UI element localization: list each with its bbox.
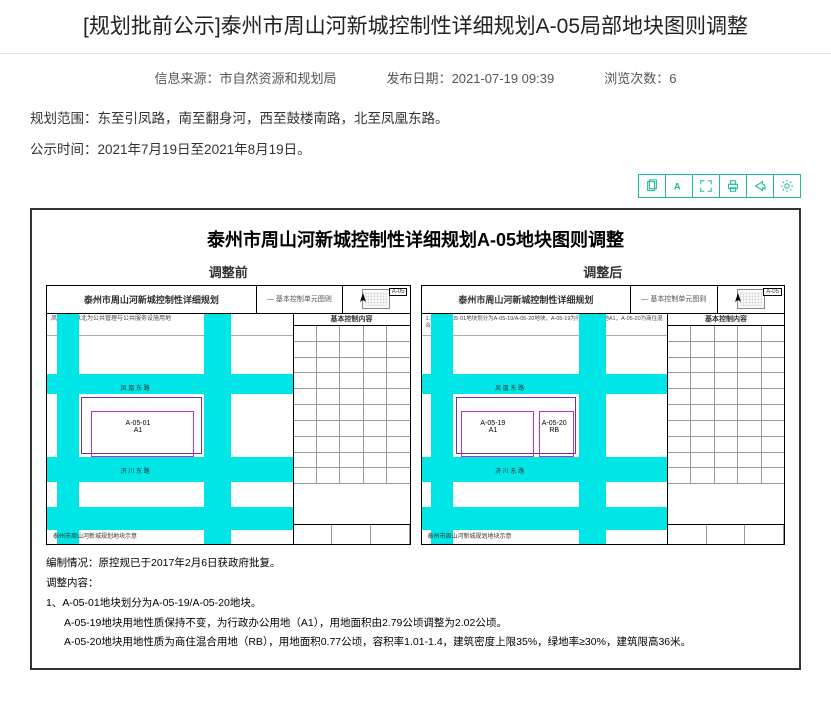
north-arrow-icon bbox=[357, 292, 369, 304]
scope-paragraph: 规划范围：东至引凤路，南至翻身河，西至鼓楼南路，北至凤凰东路。 bbox=[30, 107, 801, 131]
meta-bar: 信息来源：市自然资源和规划局 发布日期：2021-07-19 09:39 浏览次… bbox=[0, 54, 831, 101]
expand-icon bbox=[699, 179, 713, 193]
table-grid bbox=[294, 326, 410, 524]
text-size-icon: A bbox=[672, 179, 686, 193]
table-footer bbox=[294, 524, 410, 544]
note-line-5: A-05-20地块用地性质为商住混合用地（RB），用地面积0.77公顷，容积率1… bbox=[46, 634, 785, 652]
map-area: 1.规划原A-05-01地块划分为A-05-19/A-05-20地块，A-05-… bbox=[422, 314, 669, 544]
toolbar: A bbox=[0, 168, 831, 208]
before-label: 调整前 bbox=[46, 262, 411, 281]
note-line-2: 调整内容： bbox=[46, 575, 785, 593]
scale-bar: 泰州市周山河新城规划地块示意 bbox=[53, 531, 137, 540]
figure-title: 泰州市周山河新城控制性详细规划A-05地块图则调整 bbox=[46, 220, 785, 262]
plan-body: 1.规划原A-05-01地块划分为A-05-19/A-05-20地块，A-05-… bbox=[422, 314, 785, 544]
road-north bbox=[47, 374, 293, 395]
copy-button[interactable] bbox=[638, 174, 666, 198]
content-body: 规划范围：东至引凤路，南至翻身河，西至鼓楼南路，北至凤凰东路。 公示时间：202… bbox=[0, 107, 831, 162]
note-line-4: A-05-19地块用地性质保持不变，为行政办公用地（A1），用地面积由2.79公… bbox=[46, 615, 785, 633]
river-south bbox=[422, 507, 668, 530]
plan-body: 凤凰东路以北为公共管理与公共服务设施用地 A-05-01A1 凤 凰 bbox=[47, 314, 410, 544]
settings-button[interactable] bbox=[773, 174, 801, 198]
before-column: 调整前 泰州市周山河新城控制性详细规划 — 基本控制单元图则 A-05 凤 bbox=[46, 262, 411, 545]
after-label: 调整后 bbox=[421, 262, 786, 281]
road-name-2: 济 川 东 路 bbox=[495, 466, 524, 475]
page-title: [规划批前公示]泰州市周山河新城控制性详细规划A-05局部地块图则调整 bbox=[20, 12, 811, 41]
road-north bbox=[422, 374, 668, 395]
comparison-row: 调整前 泰州市周山河新城控制性详细规划 — 基本控制单元图则 A-05 凤 bbox=[46, 262, 785, 545]
planning-figure: 泰州市周山河新城控制性详细规划A-05地块图则调整 调整前 泰州市周山河新城控制… bbox=[30, 208, 801, 670]
north-arrow-icon bbox=[732, 292, 744, 304]
control-table: 基本控制内容 bbox=[668, 314, 784, 544]
roads-layer: A-05-01A1 凤 凰 东 路 济 川 东 路 bbox=[47, 314, 293, 544]
copy-icon bbox=[645, 179, 659, 193]
plan-header-minimap: A-05 bbox=[718, 286, 784, 313]
scale-bar: 泰州市周山河新城规划地块示意 bbox=[428, 531, 512, 540]
period-paragraph: 公示时间：2021年7月19日至2021年8月19日。 bbox=[30, 138, 801, 162]
plan-header-title: 泰州市周山河新城控制性详细规划 bbox=[422, 286, 632, 313]
road-mid bbox=[47, 457, 293, 482]
map-area: 凤凰东路以北为公共管理与公共服务设施用地 A-05-01A1 凤 凰 bbox=[47, 314, 294, 544]
table-grid bbox=[668, 326, 784, 524]
figure-container: 泰州市周山河新城控制性详细规划A-05地块图则调整 调整前 泰州市周山河新城控制… bbox=[0, 208, 831, 690]
road-name-2: 济 川 东 路 bbox=[121, 466, 150, 475]
road-west bbox=[431, 314, 453, 544]
settings-icon bbox=[780, 179, 794, 193]
text-size-button[interactable]: A bbox=[665, 174, 693, 198]
plan-header-sub: — 基本控制单元图则 bbox=[631, 286, 717, 313]
print-button[interactable] bbox=[719, 174, 747, 198]
page-header: [规划批前公示]泰州市周山河新城控制性详细规划A-05局部地块图则调整 bbox=[0, 0, 831, 54]
roads-layer: A-05-19A1 A-05-20RB 凤 凰 东 路 济 川 东 路 bbox=[422, 314, 668, 544]
road-east bbox=[204, 314, 231, 544]
plan-header-sub: — 基本控制单元图则 bbox=[257, 286, 343, 313]
note-line-3: 1、A-05-01地块划分为A-05-19/A-05-20地块。 bbox=[46, 595, 785, 613]
print-icon bbox=[726, 179, 740, 193]
parcel-a0520-label: A-05-20RB bbox=[542, 420, 567, 435]
figure-notes: 编制情况：原控规已于2017年2月6日获政府批复。 调整内容： 1、A-05-0… bbox=[46, 555, 785, 652]
note-line-1: 编制情况：原控规已于2017年2月6日获政府批复。 bbox=[46, 555, 785, 573]
share-button[interactable] bbox=[746, 174, 774, 198]
meta-date: 发布日期：2021-07-19 09:39 bbox=[387, 68, 555, 87]
plan-header-title: 泰州市周山河新城控制性详细规划 bbox=[47, 286, 257, 313]
table-title: 基本控制内容 bbox=[668, 314, 784, 326]
road-west bbox=[57, 314, 79, 544]
before-plan: 泰州市周山河新城控制性详细规划 — 基本控制单元图则 A-05 凤凰东路以北为公… bbox=[46, 285, 411, 545]
after-column: 调整后 泰州市周山河新城控制性详细规划 — 基本控制单元图则 A-05 1 bbox=[421, 262, 786, 545]
expand-button[interactable] bbox=[692, 174, 720, 198]
table-title: 基本控制内容 bbox=[294, 314, 410, 326]
plan-code-tag: A-05 bbox=[763, 288, 782, 296]
meta-views: 浏览次数：6 bbox=[604, 68, 676, 87]
river-south bbox=[47, 507, 293, 530]
after-plan: 泰州市周山河新城控制性详细规划 — 基本控制单元图则 A-05 1.规划原A-0… bbox=[421, 285, 786, 545]
meta-source: 信息来源：市自然资源和规划局 bbox=[155, 68, 337, 87]
plan-header: 泰州市周山河新城控制性详细规划 — 基本控制单元图则 A-05 bbox=[47, 286, 410, 314]
svg-text:A: A bbox=[674, 181, 681, 192]
table-footer bbox=[668, 524, 784, 544]
road-mid bbox=[422, 457, 668, 482]
road-east bbox=[579, 314, 606, 544]
control-table: 基本控制内容 bbox=[294, 314, 410, 544]
road-name-1: 凤 凰 东 路 bbox=[495, 383, 524, 392]
plan-code-tag: A-05 bbox=[389, 288, 408, 296]
plan-header: 泰州市周山河新城控制性详细规划 — 基本控制单元图则 A-05 bbox=[422, 286, 785, 314]
parcel-a0501-label: A-05-01A1 bbox=[126, 420, 151, 435]
road-name-1: 凤 凰 东 路 bbox=[121, 383, 150, 392]
parcel-a0519-label: A-05-19A1 bbox=[480, 420, 505, 435]
plan-header-minimap: A-05 bbox=[343, 286, 409, 313]
share-icon bbox=[753, 179, 767, 193]
